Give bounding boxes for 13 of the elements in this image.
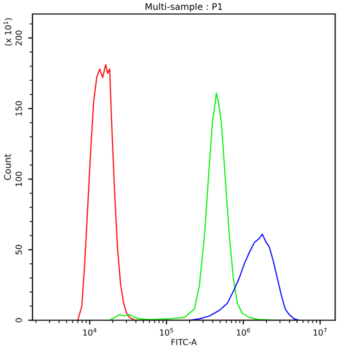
x-tick-label: 10$^{4}$ (83, 328, 96, 336)
x-axis-title: FITC-A (172, 338, 197, 346)
y-tick-label: 50 (16, 244, 22, 254)
y-axis-title: Count (4, 154, 11, 180)
y-tick-label: 100 (16, 172, 22, 186)
chart-title: Multi-sample : P1 (146, 2, 222, 12)
y-tick-label: 150 (16, 101, 22, 116)
x-tick-label: 10$^{6}$ (236, 328, 250, 336)
x-tick-label: 10$^{5}$ (160, 328, 174, 336)
y-tick-label: 200 (16, 30, 22, 46)
x-tick-label: 10$^{7}$ (314, 328, 327, 336)
y-tick-label: 0 (16, 318, 22, 322)
text: (x 10$^{1}$) (4, 18, 12, 46)
